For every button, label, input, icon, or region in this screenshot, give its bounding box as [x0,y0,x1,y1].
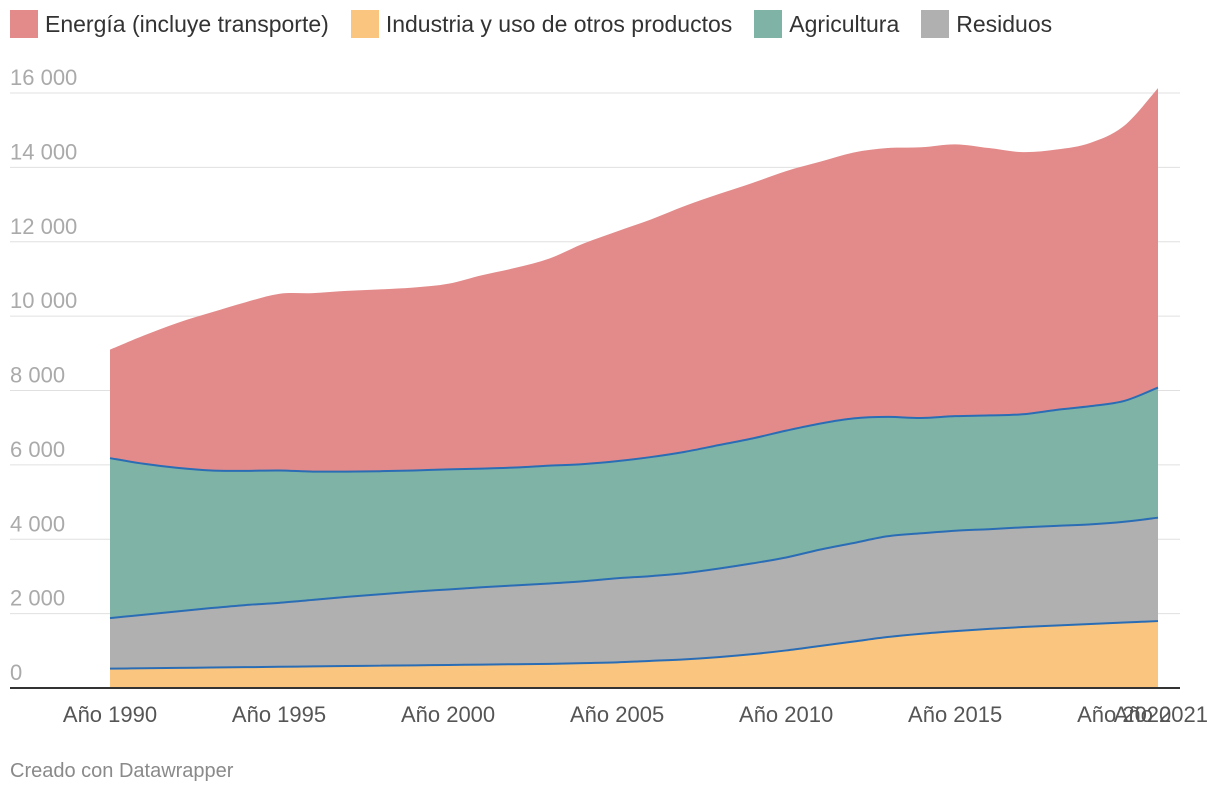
y-tick-label: 14 000 [10,139,77,164]
legend-swatch-energia [10,10,38,38]
y-tick-label: 16 000 [10,65,77,90]
y-tick-label: 4 000 [10,511,65,536]
area-industria-y-uso-de-otros-productos [110,621,1158,688]
area-agricultura [110,387,1158,619]
boundary-line-residuos [109,516,1159,620]
x-tick-label: Año 2005 [570,702,664,727]
legend-label-agricultura: Agricultura [789,10,900,37]
legend-swatch-agricultura [754,10,783,38]
x-tick-label: Año 1995 [232,702,326,727]
legend-item-agricultura: Agricultura [754,10,899,38]
area-residuos [110,517,1158,669]
credit-text: Creado con Datawrapper [10,760,234,782]
y-tick-label: 8 000 [10,363,65,388]
legend-label-residuos: Residuos [956,10,1053,37]
x-tick-label: Año 2015 [908,702,1002,727]
x-tick-label: Año 2010 [739,702,833,727]
x-tick-label: Año 2021 [1114,702,1208,727]
area-energia-incluye-transporte [110,88,1158,472]
legend-item-industria: Industria y uso de otros productos [350,10,733,38]
legend-label-industria: Industria y uso de otros productos [385,10,733,37]
legend: Energía (incluye transporte) Industria y… [10,10,1074,38]
y-tick-label: 12 000 [10,214,77,239]
y-tick-label: 0 [10,660,22,685]
boundary-line-agricultura [109,386,1159,473]
x-tick-label: Año 2020 [1077,702,1171,727]
y-tick-label: 10 000 [10,288,77,313]
legend-swatch-industria [350,10,379,38]
x-tick-label: Año 1990 [63,702,157,727]
legend-item-energia: Energía (incluye transporte) [10,10,329,38]
y-tick-label: 6 000 [10,437,65,462]
legend-label-energia: Energía (incluye transporte) [45,10,329,37]
y-tick-label: 2 000 [10,586,65,611]
x-tick-label: Año 2000 [401,702,495,727]
legend-item-residuos: Residuos [921,10,1052,38]
boundary-line-industria-y-uso-de-otros-productos [109,620,1159,670]
legend-swatch-residuos [921,10,950,38]
